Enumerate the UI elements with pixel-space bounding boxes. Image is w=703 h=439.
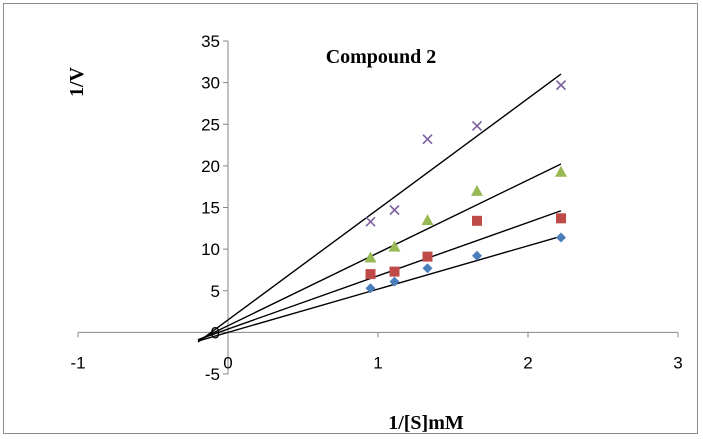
point-s1-1 bbox=[365, 283, 376, 294]
x-tick-label: 2 bbox=[523, 353, 532, 372]
points-group bbox=[364, 80, 567, 294]
chart-title: Compound 2 bbox=[326, 46, 437, 68]
point-s3-2 bbox=[388, 240, 401, 252]
point-s4-4-b bbox=[471, 120, 483, 131]
x-tick-label: 3 bbox=[673, 353, 682, 372]
point-s1-3 bbox=[422, 263, 433, 274]
point-s2-1 bbox=[365, 269, 376, 280]
y-tick-label: 0 bbox=[211, 323, 220, 342]
y-tick-label: 35 bbox=[201, 32, 220, 51]
point-s4-1-b bbox=[365, 216, 376, 227]
point-s1-2 bbox=[389, 276, 400, 287]
point-s1-5 bbox=[556, 232, 566, 243]
point-s4-4 bbox=[471, 120, 483, 131]
x-tick-label: 1 bbox=[373, 353, 382, 372]
point-s2-2 bbox=[389, 266, 400, 277]
point-s2-3 bbox=[422, 251, 433, 262]
point-s4-2 bbox=[389, 204, 400, 216]
y-tick-label: -5 bbox=[205, 365, 220, 384]
trendline-2 bbox=[197, 210, 562, 341]
point-s3-4 bbox=[471, 184, 483, 196]
trendline-4 bbox=[197, 73, 562, 343]
point-s4-5-b bbox=[555, 80, 567, 91]
trendlines-group bbox=[197, 73, 562, 343]
point-s4-2-b bbox=[389, 204, 400, 216]
point-s2-4 bbox=[472, 215, 482, 226]
point-s3-3 bbox=[421, 213, 434, 225]
trendline-3 bbox=[197, 163, 562, 341]
x-tick-label: -1 bbox=[70, 353, 85, 372]
point-s2-5 bbox=[556, 213, 566, 224]
y-tick-label: 25 bbox=[201, 115, 220, 134]
point-s1-4 bbox=[472, 250, 482, 261]
y-tick-label: 20 bbox=[201, 157, 220, 176]
y-axis-label: 1/V bbox=[66, 66, 88, 97]
y-tick-label: 5 bbox=[211, 282, 220, 301]
x-axis-label: 1/[S]mM bbox=[388, 412, 464, 434]
trendline-1 bbox=[197, 235, 562, 342]
point-s4-3 bbox=[422, 134, 433, 145]
chart-frame bbox=[3, 3, 698, 434]
y-tick-label: 10 bbox=[201, 240, 220, 259]
y-tick-label: 15 bbox=[201, 199, 220, 218]
x-tick-label: 0 bbox=[223, 353, 232, 372]
point-s4-3-b bbox=[422, 134, 433, 145]
y-tick-label: 30 bbox=[201, 74, 220, 93]
point-s3-1 bbox=[364, 251, 377, 263]
point-s4-5 bbox=[555, 80, 567, 91]
point-s4-1 bbox=[365, 216, 376, 227]
point-s3-5 bbox=[555, 165, 567, 177]
axes-group bbox=[77, 40, 679, 375]
